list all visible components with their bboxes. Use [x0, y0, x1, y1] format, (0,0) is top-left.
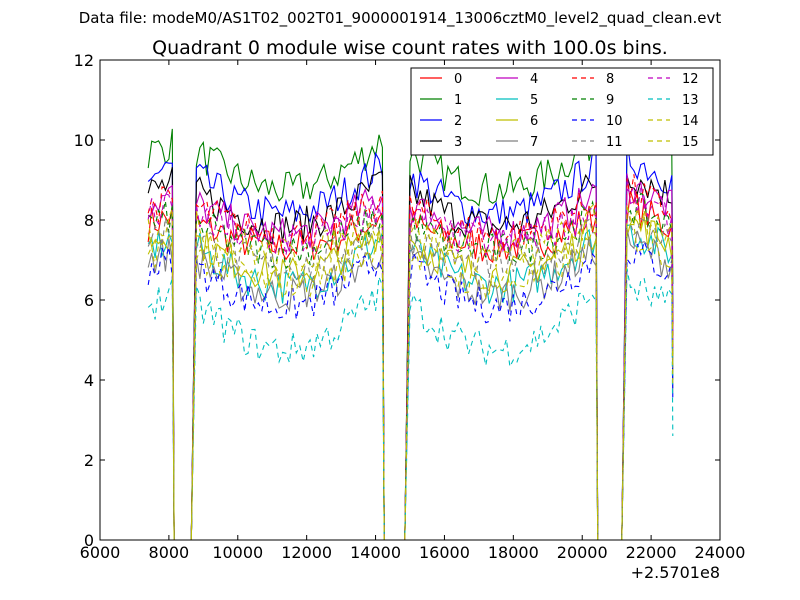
legend-label-12: 12: [682, 72, 699, 87]
x-tick-label: 22000: [626, 543, 677, 562]
legend-label-13: 13: [682, 93, 699, 108]
series-line-13: [147, 268, 674, 541]
y-tick-label: 10: [74, 131, 94, 150]
series-line-5: [147, 224, 674, 541]
legend-label-8: 8: [606, 72, 614, 87]
legend-label-7: 7: [530, 135, 538, 150]
x-tick-label: 16000: [419, 543, 470, 562]
legend-label-0: 0: [454, 72, 462, 87]
series-line-15: [147, 204, 674, 541]
legend-box: [410, 67, 714, 156]
legend-label-15: 15: [682, 135, 699, 150]
legend-label-6: 6: [530, 114, 538, 129]
series-line-7: [147, 228, 674, 541]
y-tick-label: 4: [84, 371, 94, 390]
legend-label-5: 5: [530, 93, 538, 108]
legend-label-9: 9: [606, 93, 614, 108]
legend-label-2: 2: [454, 114, 462, 129]
x-tick-label: 20000: [557, 543, 608, 562]
legend-label-14: 14: [682, 114, 699, 129]
series-line-2: [147, 139, 674, 541]
y-tick-label: 0: [84, 531, 94, 550]
chart-title: Quadrant 0 module wise count rates with …: [152, 37, 668, 59]
series-line-10: [147, 240, 674, 541]
series-line-4: [147, 173, 674, 541]
series-line-8: [147, 174, 674, 541]
legend-label-3: 3: [454, 135, 462, 150]
legend-label-11: 11: [606, 135, 623, 150]
x-offset-label: +2.5701e8: [631, 563, 720, 582]
y-tick-label: 6: [84, 291, 94, 310]
series-line-12: [147, 185, 674, 541]
legend-label-1: 1: [454, 93, 462, 108]
legend-label-4: 4: [530, 72, 538, 87]
x-tick-label: 12000: [281, 543, 332, 562]
series-line-6: [147, 216, 674, 541]
x-tick-label: 10000: [212, 543, 263, 562]
y-tick-label: 12: [74, 51, 94, 70]
chart-suptitle: Data file: modeM0/AS1T02_002T01_90000019…: [79, 9, 722, 28]
x-tick-label: 6000: [80, 543, 121, 562]
x-tick-label: 14000: [350, 543, 401, 562]
series-layer: [147, 124, 674, 541]
legend-label-10: 10: [606, 114, 623, 129]
axis-ticks: 6000 8000 10000 12000 14000 16000 18000 20000 22…: [74, 51, 746, 562]
x-tick-label: 24000: [695, 543, 746, 562]
x-tick-label: 18000: [488, 543, 539, 562]
y-tick-label: 8: [84, 211, 94, 230]
series-line-14: [147, 224, 674, 541]
x-tick-label: 8000: [149, 543, 190, 562]
y-tick-label: 2: [84, 451, 94, 470]
series-line-9: [147, 192, 674, 541]
